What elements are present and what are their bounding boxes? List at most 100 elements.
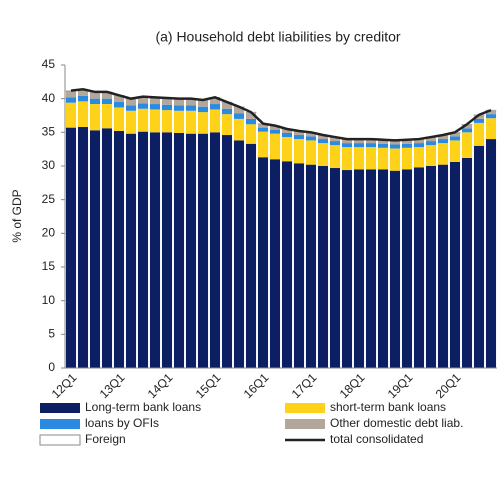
bar-segment [269, 129, 281, 134]
bar-segment [317, 135, 329, 140]
y-tick-label: 30 [42, 158, 56, 172]
bar-segment [269, 133, 281, 160]
bar-segment [89, 104, 101, 131]
bar-segment [437, 143, 449, 165]
bar-segment [461, 124, 473, 129]
bar-segment [89, 92, 101, 99]
bar-segment [329, 145, 341, 169]
x-tick-label: 20Q1 [433, 370, 464, 401]
bar-segment [401, 140, 413, 144]
bar-segment [353, 147, 365, 170]
bar-segment [365, 169, 377, 368]
x-tick-label: 16Q1 [241, 370, 272, 401]
bar-segment [197, 100, 209, 107]
bar-segment [197, 106, 209, 113]
y-tick-label: 0 [48, 360, 55, 374]
bar-segment [293, 139, 305, 164]
bar-segment [161, 98, 173, 105]
bar-segment [317, 166, 329, 368]
bar-segment [197, 133, 209, 368]
bar-segment [293, 135, 305, 140]
bar-segment [401, 143, 413, 148]
legend-label: Other domestic debt liab. [330, 416, 463, 430]
bar-segment [473, 145, 485, 368]
bar-segment [77, 89, 89, 96]
bar-segment [185, 99, 197, 106]
bar-segment [365, 147, 377, 170]
bar-segment [137, 103, 149, 109]
bar-segment [77, 126, 89, 369]
total-line [70, 87, 492, 142]
bar-segment [389, 144, 401, 149]
bar-segment [377, 169, 389, 368]
bar-segment [137, 97, 149, 104]
bar-segment [245, 143, 257, 368]
bar-segment [281, 129, 293, 134]
bar-segment [365, 139, 377, 144]
bar-segment [377, 140, 389, 144]
bar-segment [173, 110, 185, 134]
bar-segment [293, 163, 305, 368]
x-tick-label: 17Q1 [289, 370, 320, 401]
bar-segment [185, 105, 197, 111]
bar-segment [137, 131, 149, 368]
bar-segment [281, 133, 293, 138]
bar-segment [101, 92, 113, 99]
bar-segment [113, 102, 125, 108]
bar-segment [89, 130, 101, 368]
bar-segment [401, 169, 413, 368]
bar-segment [413, 143, 425, 148]
bar-segment [113, 95, 125, 103]
bar-segment [221, 102, 233, 109]
legend-swatch [285, 419, 325, 429]
bar-segment [125, 133, 137, 368]
legend-label: total consolidated [330, 432, 423, 446]
y-tick-label: 15 [42, 259, 56, 273]
bar-segment [173, 133, 185, 368]
bar-segment [245, 124, 257, 144]
y-tick-label: 20 [42, 226, 56, 240]
bar-segment [65, 102, 77, 128]
bar-segment [257, 157, 269, 368]
legend-swatch [285, 403, 325, 413]
bar-segment [401, 147, 413, 170]
bar-segment [461, 157, 473, 368]
bar-segment [365, 143, 377, 148]
bar-segment [65, 91, 77, 98]
bar-segment [281, 137, 293, 162]
bar-segment [209, 109, 221, 133]
bar-segment [161, 104, 173, 111]
bar-segment [485, 110, 497, 115]
bar-segment [317, 143, 329, 166]
bar-segment [185, 110, 197, 134]
bar-segment [485, 139, 497, 368]
bar-segment [125, 110, 137, 134]
y-tick-label: 10 [42, 293, 56, 307]
bar-segment [281, 161, 293, 368]
y-tick-label: 25 [42, 192, 56, 206]
bar-segment [65, 127, 77, 369]
legend-label: loans by OFIs [85, 416, 159, 430]
bar-segment [389, 170, 401, 368]
bar-segment [305, 140, 317, 165]
bar-segment [257, 127, 269, 132]
bar-segment [449, 136, 461, 141]
bar-segment [113, 130, 125, 368]
bar-segment [341, 143, 353, 148]
bar-segment [437, 139, 449, 144]
bar-segment [293, 131, 305, 136]
bar-segment [473, 122, 485, 146]
bar-segment [257, 124, 269, 128]
legend-label: Long-term bank loans [85, 400, 201, 414]
bar-segment [341, 139, 353, 144]
bar-segment [149, 132, 161, 368]
bar-segment [173, 99, 185, 106]
bar-segment [161, 132, 173, 368]
bar-segment [329, 141, 341, 146]
bar-segment [305, 164, 317, 368]
bar-segment [113, 107, 125, 131]
legend-swatch [40, 403, 80, 413]
bar-segment [221, 114, 233, 136]
